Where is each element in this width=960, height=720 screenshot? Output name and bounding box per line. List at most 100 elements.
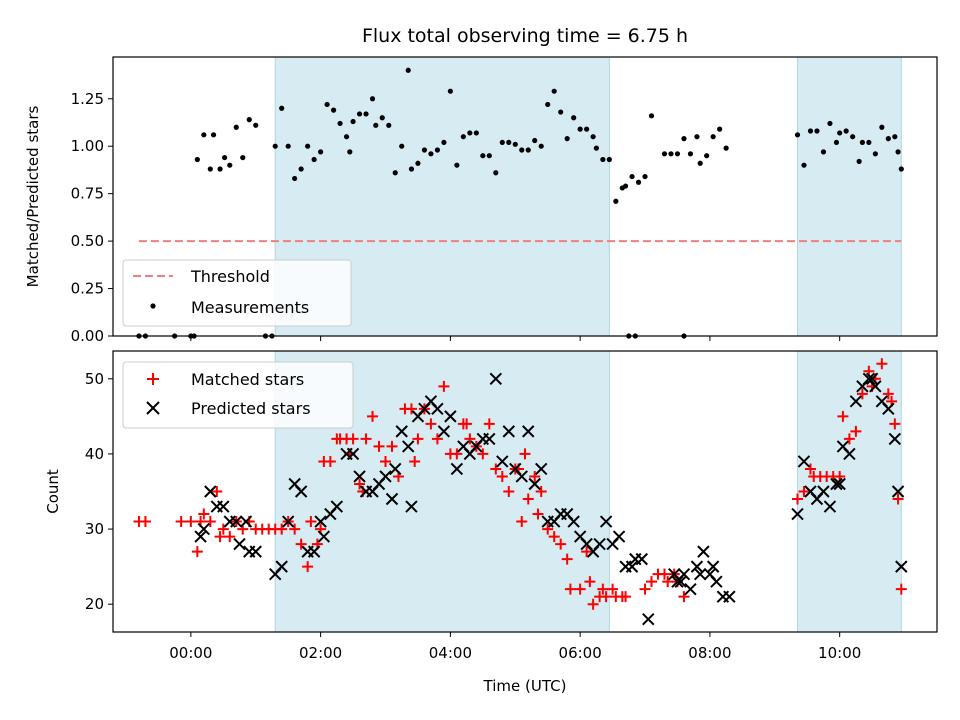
matched-star-point (856, 388, 868, 400)
x-tick-label: 00:00 (169, 644, 212, 662)
measurement-point (606, 156, 612, 163)
measurement-point (850, 134, 856, 140)
measurement-point (217, 166, 223, 172)
matched-star-point (412, 433, 424, 445)
measurement-point (347, 149, 353, 155)
predicted-star-point (817, 485, 830, 498)
legend-measurements-swatch (150, 303, 156, 309)
measurement-point (629, 173, 635, 180)
matched-star-point (347, 433, 359, 445)
matched-star-point (895, 583, 907, 595)
measurement-point (794, 132, 801, 138)
top-axes-frame (112, 56, 938, 337)
measurement-point (499, 139, 505, 146)
predicted-star-point (379, 470, 392, 483)
measurement-point (373, 122, 379, 128)
measurement-point (545, 101, 551, 108)
measurement-point (285, 143, 291, 149)
measurement-point (577, 126, 583, 132)
measurement-point (807, 128, 814, 134)
measurement-point (564, 136, 570, 142)
matched-star-point (211, 486, 223, 497)
matched-star-point (678, 591, 690, 603)
matched-star-point (837, 410, 849, 422)
matched-star-point (658, 568, 670, 580)
measurement-point (343, 134, 350, 140)
matched-star-point (214, 531, 226, 543)
measurement-point (872, 151, 878, 157)
measurement-point (480, 153, 486, 159)
measurement-point (820, 149, 827, 155)
predicted-star-point (281, 515, 295, 528)
legend-predicted-swatch (146, 401, 160, 415)
matched-star-point (503, 486, 515, 497)
matched-star-point (607, 583, 619, 595)
matched-star-point (373, 440, 385, 452)
measurement-point (859, 139, 865, 146)
top-legend-box (122, 259, 352, 327)
measurement-point (717, 126, 723, 132)
predicted-star-point (642, 613, 655, 626)
legend-matched-swatch (147, 373, 159, 385)
matched-star-point (620, 591, 632, 603)
matched-star-point (451, 448, 463, 460)
matched-star-point (804, 463, 816, 475)
measurement-point (801, 162, 807, 168)
matched-star-point (386, 440, 398, 452)
measurement-point (279, 105, 285, 111)
matched-star-point (535, 486, 547, 497)
matched-star-point (584, 576, 596, 588)
top-shaded-regions (274, 56, 902, 337)
matched-star-point (496, 470, 508, 482)
matched-star-point (850, 425, 862, 437)
matched-star-point (431, 433, 443, 445)
predicted-star-point (217, 500, 230, 513)
predicted-star-point (833, 477, 846, 491)
matched-star-point (464, 433, 476, 445)
matched-star-point (532, 508, 544, 520)
predicted-star-point (444, 410, 457, 423)
top-y-axis-label: Matched/Predicted stars (24, 106, 42, 288)
measurement-point (622, 183, 629, 189)
measurement-point (584, 126, 590, 132)
matched-star-point (139, 516, 151, 528)
matched-star-point (477, 448, 489, 460)
predicted-star-point (849, 395, 863, 408)
matched-star-point (295, 538, 307, 550)
chart-title: Flux total observing time = 6.75 h (362, 25, 688, 47)
matched-star-point (561, 553, 573, 565)
measurement-point (194, 156, 200, 163)
matched-star-point (600, 591, 612, 603)
x-tick-label: 04:00 (429, 644, 472, 662)
matched-star-point (461, 418, 473, 430)
predicted-star-point (684, 582, 697, 596)
matched-star-point (276, 523, 288, 535)
matched-star-point (639, 583, 651, 595)
measurement-point (350, 118, 356, 125)
predicted-star-point (483, 432, 496, 446)
matched-star-point (198, 508, 210, 520)
matched-star-point (360, 433, 372, 445)
matched-star-point (542, 523, 554, 535)
predicted-star-point (891, 485, 905, 498)
measurement-point (843, 128, 849, 134)
shaded-region (797, 56, 902, 337)
measurement-point (710, 134, 716, 140)
measurement-point (827, 120, 833, 127)
matched-star-point (380, 455, 392, 467)
measurement-point (486, 153, 492, 159)
measurement-point (723, 145, 729, 151)
measurement-point (363, 111, 369, 117)
measurement-point (879, 124, 885, 130)
matched-star-point (597, 583, 609, 595)
measurement-point (201, 132, 207, 138)
measurement-point (392, 170, 398, 176)
top-y-tick-label: 0.00 (71, 327, 104, 345)
matched-star-point (522, 493, 534, 505)
matched-star-point (876, 358, 888, 370)
legend-matched-label: Matched stars (191, 370, 304, 389)
bottom-y-axis-label: Count (44, 469, 62, 514)
predicted-star-point (697, 545, 710, 558)
predicted-star-point (230, 515, 243, 528)
